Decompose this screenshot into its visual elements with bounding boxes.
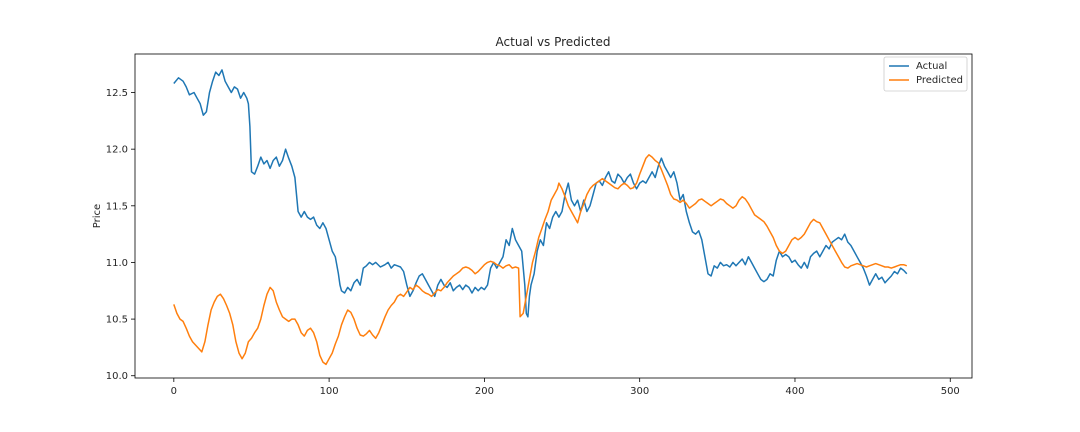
y-axis-label: Price (92, 204, 103, 228)
x-tick-label: 200 (475, 386, 494, 397)
y-tick-label: 11.0 (106, 258, 128, 269)
x-tick-label: 500 (941, 386, 960, 397)
y-tick-label: 10.5 (106, 315, 128, 326)
x-tick-label: 100 (320, 386, 339, 397)
y-tick-label: 12.0 (106, 145, 128, 156)
x-tick-label: 400 (785, 386, 804, 397)
legend-label-predicted: Predicted (916, 75, 963, 86)
y-axis: 10.0 10.5 11.0 11.5 12.0 12.5 (106, 88, 135, 382)
series-line-predicted (173, 154, 908, 366)
y-tick-label: 11.5 (106, 201, 128, 212)
plot-frame (134, 53, 973, 379)
y-tick-label: 10.0 (106, 371, 128, 382)
y-tick-label: 12.5 (106, 88, 128, 99)
chart-title: Actual vs Predicted (496, 35, 611, 49)
x-tick-label: 300 (630, 386, 649, 397)
series-layer (173, 69, 908, 366)
legend-label-actual: Actual (916, 61, 947, 72)
x-tick-label: 0 (171, 386, 177, 397)
plot-area: 0 100 200 300 400 500 10.0 10.5 11.0 11.5 12.0 12.… (106, 53, 973, 397)
legend: Actual Predicted (883, 56, 968, 92)
x-axis: 0 100 200 300 400 500 (171, 378, 960, 397)
series-line-actual (173, 69, 908, 318)
